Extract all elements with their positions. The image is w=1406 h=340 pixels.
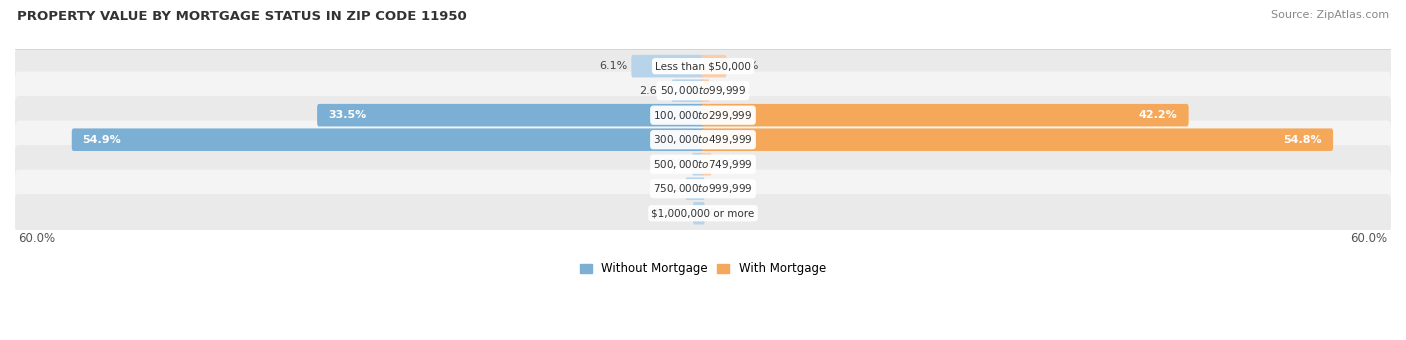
Text: 1.9%: 1.9% bbox=[731, 61, 759, 71]
Text: PROPERTY VALUE BY MORTGAGE STATUS IN ZIP CODE 11950: PROPERTY VALUE BY MORTGAGE STATUS IN ZIP… bbox=[17, 10, 467, 23]
Text: 0.0%: 0.0% bbox=[709, 184, 737, 194]
FancyBboxPatch shape bbox=[15, 47, 1391, 85]
Text: 0.62%: 0.62% bbox=[716, 159, 751, 169]
FancyBboxPatch shape bbox=[15, 121, 1391, 159]
FancyBboxPatch shape bbox=[685, 177, 704, 200]
Text: 6.1%: 6.1% bbox=[599, 61, 627, 71]
FancyBboxPatch shape bbox=[15, 194, 1391, 232]
FancyBboxPatch shape bbox=[693, 202, 704, 224]
Text: $500,000 to $749,999: $500,000 to $749,999 bbox=[654, 158, 752, 171]
FancyBboxPatch shape bbox=[692, 153, 704, 175]
FancyBboxPatch shape bbox=[15, 145, 1391, 183]
FancyBboxPatch shape bbox=[72, 129, 704, 151]
Text: 54.8%: 54.8% bbox=[1284, 135, 1322, 145]
Text: Less than $50,000: Less than $50,000 bbox=[655, 61, 751, 71]
FancyBboxPatch shape bbox=[15, 71, 1391, 110]
Text: 42.2%: 42.2% bbox=[1139, 110, 1178, 120]
FancyBboxPatch shape bbox=[672, 80, 704, 102]
Text: Source: ZipAtlas.com: Source: ZipAtlas.com bbox=[1271, 10, 1389, 20]
FancyBboxPatch shape bbox=[631, 55, 704, 78]
FancyBboxPatch shape bbox=[702, 80, 710, 102]
Text: $100,000 to $299,999: $100,000 to $299,999 bbox=[654, 109, 752, 122]
FancyBboxPatch shape bbox=[702, 153, 711, 175]
FancyBboxPatch shape bbox=[318, 104, 704, 126]
FancyBboxPatch shape bbox=[15, 170, 1391, 208]
Text: 33.5%: 33.5% bbox=[328, 110, 367, 120]
Text: $750,000 to $999,999: $750,000 to $999,999 bbox=[654, 182, 752, 195]
Text: 0.0%: 0.0% bbox=[709, 208, 737, 218]
FancyBboxPatch shape bbox=[15, 96, 1391, 134]
Text: $300,000 to $499,999: $300,000 to $499,999 bbox=[654, 133, 752, 146]
FancyBboxPatch shape bbox=[702, 129, 1333, 151]
Text: 60.0%: 60.0% bbox=[1350, 232, 1388, 244]
Text: $50,000 to $99,999: $50,000 to $99,999 bbox=[659, 84, 747, 97]
Text: 2.6%: 2.6% bbox=[640, 86, 668, 96]
Legend: Without Mortgage, With Mortgage: Without Mortgage, With Mortgage bbox=[581, 262, 825, 275]
Text: $1,000,000 or more: $1,000,000 or more bbox=[651, 208, 755, 218]
Text: 0.82%: 0.82% bbox=[652, 159, 688, 169]
Text: 1.4%: 1.4% bbox=[652, 184, 682, 194]
Text: 0.44%: 0.44% bbox=[714, 86, 749, 96]
Text: 54.9%: 54.9% bbox=[83, 135, 121, 145]
FancyBboxPatch shape bbox=[702, 55, 727, 78]
FancyBboxPatch shape bbox=[702, 104, 1188, 126]
Text: 60.0%: 60.0% bbox=[18, 232, 56, 244]
Text: 0.73%: 0.73% bbox=[654, 208, 689, 218]
